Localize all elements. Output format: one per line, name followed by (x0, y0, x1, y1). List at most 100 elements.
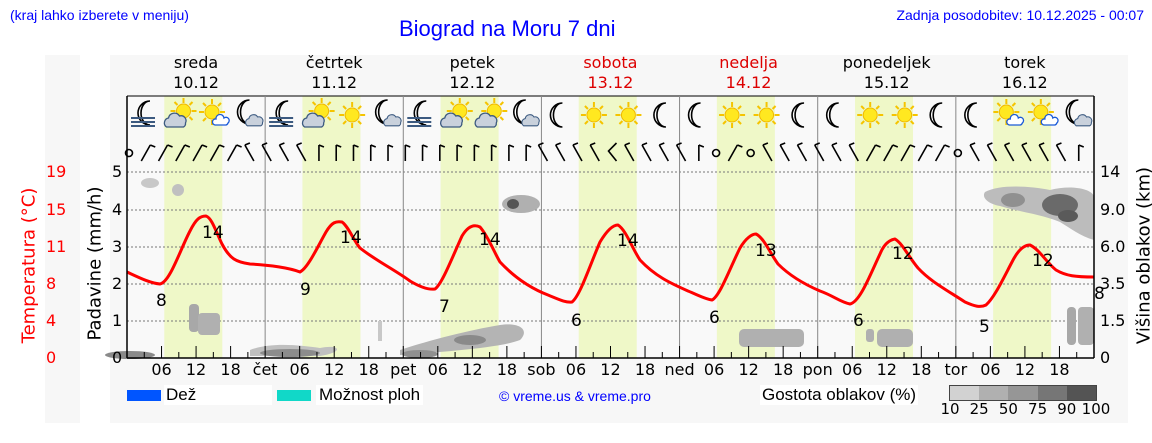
temp-annotation: 6 (853, 311, 864, 331)
day-name-1: četrtek (305, 53, 363, 72)
day-name-3: sobota (583, 53, 638, 72)
temp-annotation: 8 (1094, 284, 1105, 304)
x-tick-label: 06 (703, 360, 725, 379)
temp-tick: 15 (46, 200, 67, 219)
day-name-4: nedelja (719, 53, 778, 72)
x-tick-label: sob (527, 360, 556, 379)
day-name-0: sreda (173, 53, 219, 72)
density-swatch (979, 386, 1009, 400)
cloud-height-tick: 6.0 (1100, 237, 1126, 256)
temp-annotation: 12 (1032, 251, 1054, 271)
copyright-link[interactable]: © vreme.us & vreme.pro (499, 388, 651, 404)
temp-tick: 11 (46, 237, 67, 256)
precip-tick: 1 (112, 311, 123, 330)
x-tick-label: 06 (842, 360, 863, 379)
precip-tick: 4 (112, 200, 123, 219)
temp-annotation: 8 (156, 291, 167, 311)
day-name-5: ponedeljek (842, 53, 931, 72)
left-temp-axis-panel (45, 55, 80, 423)
temp-annotation: 13 (755, 241, 777, 261)
cloud-height-tick: 14 (1100, 162, 1121, 181)
day-name-6: torek (1004, 53, 1046, 72)
x-tick-label: 12 (1014, 360, 1036, 379)
temperature-line (126, 214, 1095, 308)
cloud-height-tick: 0 (1100, 348, 1111, 367)
x-tick-label: 06 (151, 360, 172, 379)
x-tick-label: ned (664, 360, 695, 379)
density-tick: 90 (1057, 400, 1077, 418)
x-tick-label: pet (390, 360, 417, 379)
precip-tick: 0 (112, 348, 123, 367)
day-date-4: 14.12 (725, 73, 772, 92)
x-tick-label: 12 (324, 360, 345, 379)
day-name-2: petek (449, 53, 495, 72)
cloud-density-blobs (105, 178, 1094, 359)
day-date-5: 15.12 (863, 73, 910, 92)
cloud-density-scale (949, 385, 1097, 401)
temp-tick: 8 (46, 274, 57, 293)
density-tick: 10 (940, 400, 960, 418)
x-tick-label: 12 (738, 360, 759, 379)
legend-rain-swatch (127, 390, 161, 401)
legend-storm-label: Možnost ploh (316, 385, 424, 405)
x-tick-label: 06 (980, 360, 1001, 379)
density-swatch (1037, 386, 1067, 400)
density-tick: 50 (998, 400, 1018, 418)
temp-annotation: 14 (479, 230, 501, 250)
cloud-height-tick: 1.5 (1100, 311, 1126, 330)
temp-annotation: 14 (340, 228, 362, 248)
temp-annotation: 7 (439, 297, 450, 317)
x-tick-label: 12 (876, 360, 897, 379)
x-tick-label: 12 (185, 360, 207, 379)
cloud-density-ticks: 10 25 50 75 90 100 (939, 400, 1111, 418)
x-tick-label: 18 (772, 360, 794, 379)
x-tick-label: 06 (289, 360, 310, 379)
temp-annotation: 14 (202, 223, 224, 243)
last-update-text: Zadnja posodobitev: 10.12.2025 - 00:07 (896, 7, 1144, 23)
day-date-2: 12.12 (449, 73, 496, 92)
x-tick-label: tor (944, 360, 968, 379)
day-date-1: 11.12 (311, 73, 358, 92)
day-date-6: 16.12 (1001, 73, 1048, 92)
temp-tick: 4 (46, 311, 57, 330)
density-swatch (1066, 386, 1097, 400)
temp-annotation: 6 (709, 308, 720, 328)
x-tick-label: 18 (220, 360, 241, 379)
precip-tick: 3 (112, 237, 123, 256)
precip-tick: 2 (112, 274, 123, 293)
density-tick: 100 (1081, 400, 1111, 418)
cloud-height-tick: 3.5 (1100, 274, 1126, 293)
x-tick-label: 18 (1049, 360, 1070, 379)
x-tick-label: 18 (358, 360, 379, 379)
x-tick-label: 18 (634, 360, 656, 379)
x-tick-label: 18 (496, 360, 518, 379)
x-tick-label: pon (802, 360, 833, 379)
legend-rain-label: Dež (164, 385, 272, 405)
x-tick-label: 18 (911, 360, 932, 379)
density-tick: 25 (969, 400, 989, 418)
density-tick: 75 (1028, 400, 1048, 418)
density-swatch (1008, 386, 1038, 400)
temp-annotation: 9 (300, 280, 311, 300)
x-tick-label: 12 (462, 360, 483, 379)
temp-tick: 19 (46, 162, 67, 181)
region-hint-link[interactable]: (kraj lahko izberete v meniju) (10, 7, 189, 23)
x-tick-label: čet (252, 360, 278, 379)
x-tick-label: 06 (427, 360, 448, 379)
day-date-3: 13.12 (587, 73, 634, 92)
temp-annotation: 5 (979, 317, 990, 337)
day-date-0: 10.12 (173, 73, 219, 92)
temp-tick: 0 (46, 348, 57, 367)
density-swatch (950, 386, 980, 400)
cloud-density-label: Gostota oblakov (%) (760, 385, 919, 405)
cloud-height-tick: 9.0 (1100, 200, 1126, 219)
page-title: Biograd na Moru 7 dni (399, 16, 616, 41)
temp-annotation: 6 (571, 311, 582, 331)
temp-annotation: 14 (617, 231, 639, 251)
legend-storm-swatch (277, 390, 311, 401)
precip-tick: 5 (112, 162, 123, 181)
temp-annotation: 12 (892, 244, 914, 264)
x-tick-label: 06 (565, 360, 587, 379)
x-tick-label: 12 (600, 360, 621, 379)
